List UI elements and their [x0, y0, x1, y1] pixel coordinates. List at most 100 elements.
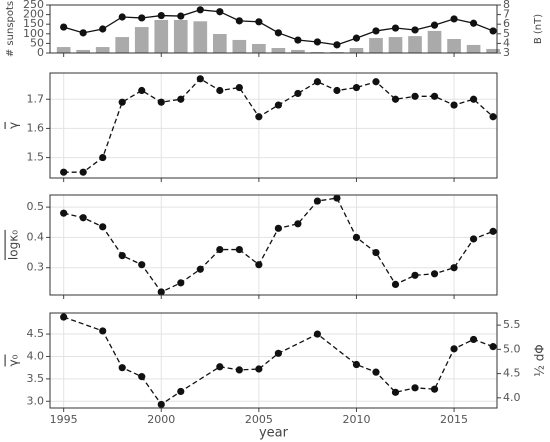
bar: [154, 19, 169, 54]
bar: [232, 39, 247, 53]
data-point: [196, 6, 204, 14]
data-point: [118, 364, 126, 372]
bar: [369, 38, 383, 53]
data-point: [489, 343, 497, 351]
data-point: [177, 279, 185, 287]
data-line: [63, 197, 494, 293]
data-point: [391, 280, 400, 288]
plot-frame: [49, 72, 498, 179]
data-point: [352, 233, 361, 242]
data-point: [235, 17, 243, 25]
data-point: [99, 25, 107, 33]
data-point: [157, 98, 165, 106]
y2-tick-label: 4: [503, 36, 510, 49]
data-point: [255, 113, 263, 121]
x-tick-label: 2005: [245, 413, 273, 426]
y-tick-label: 3.0: [27, 394, 45, 407]
data-point: [450, 101, 458, 109]
data-point: [118, 252, 126, 260]
x-tick-label: 2015: [440, 413, 468, 426]
x-tick-label: 1995: [50, 413, 78, 426]
plot-frame: [49, 194, 498, 296]
data-point: [216, 86, 224, 95]
data-point: [157, 11, 165, 20]
y-tick-label: 0.5: [27, 200, 45, 213]
data-point: [469, 235, 478, 243]
data-point: [274, 101, 282, 109]
data-point: [235, 83, 243, 92]
data-point: [138, 373, 146, 381]
data-point: [274, 349, 282, 357]
bar: [76, 49, 91, 53]
data-point: [138, 261, 146, 269]
y-tick-label: 1.7: [27, 92, 45, 105]
data-point: [489, 113, 497, 121]
data-point: [372, 248, 380, 257]
data-point: [157, 400, 165, 409]
data-point: [372, 368, 380, 376]
data-point: [138, 86, 146, 95]
data-point: [294, 36, 302, 44]
data-point: [99, 223, 107, 231]
y-tick-label: 1.6: [27, 121, 45, 134]
data-point: [333, 194, 341, 202]
y-tick-label: 200: [23, 8, 44, 21]
data-point: [469, 19, 478, 27]
data-point: [235, 366, 243, 374]
y-axis-label: γ₀: [7, 354, 21, 366]
data-point: [333, 86, 341, 95]
data-point: [430, 270, 439, 278]
y2-tick-label: 3: [503, 46, 510, 59]
y-tick-label: 150: [23, 17, 44, 30]
y-tick-label: 3.5: [27, 372, 45, 385]
data-point: [411, 384, 419, 392]
data-point: [372, 27, 380, 35]
y2-tick-label: 5.0: [503, 342, 521, 355]
y2-tick-label: 4.0: [503, 391, 521, 404]
bar: [173, 19, 188, 54]
data-point: [313, 38, 322, 46]
bar: [252, 43, 266, 53]
data-point: [372, 78, 380, 86]
data-point: [313, 78, 322, 86]
bar: [486, 48, 500, 53]
data-point: [60, 209, 68, 217]
y-tick-label: 0: [37, 46, 44, 59]
data-point: [430, 92, 439, 100]
data-point: [60, 168, 68, 176]
data-point: [450, 345, 458, 353]
x-tick-label: 2000: [147, 413, 175, 426]
data-point: [216, 245, 224, 254]
data-point: [157, 288, 165, 296]
data-point: [391, 388, 400, 396]
data-point: [216, 8, 224, 16]
data-point: [352, 34, 361, 42]
panel: 0.3 0.4 0.5 logκ₀: [7, 194, 498, 299]
data-point: [313, 330, 322, 338]
data-point: [469, 335, 478, 344]
data-point: [469, 95, 478, 103]
bar: [134, 27, 149, 53]
bar: [56, 47, 71, 53]
y2-tick-label: 6: [503, 17, 510, 30]
data-line: [63, 316, 494, 406]
bar: [388, 37, 403, 53]
data-point: [274, 224, 282, 232]
bar: [271, 48, 286, 53]
data-point: [99, 153, 107, 162]
y-tick-label: 50: [30, 36, 44, 49]
data-point: [196, 265, 204, 273]
data-point: [255, 261, 263, 269]
data-line: [63, 78, 494, 173]
data-point: [60, 313, 68, 321]
x-tick-label: 2010: [342, 413, 370, 426]
y-tick-label: 250: [23, 0, 44, 11]
bar: [115, 37, 130, 53]
y-tick-label: 4.0: [27, 349, 45, 362]
panel: 1.5 1.6 1.7 γ: [7, 72, 498, 182]
data-point: [196, 75, 204, 83]
data-point: [411, 26, 419, 34]
plot-frame: [49, 4, 498, 54]
